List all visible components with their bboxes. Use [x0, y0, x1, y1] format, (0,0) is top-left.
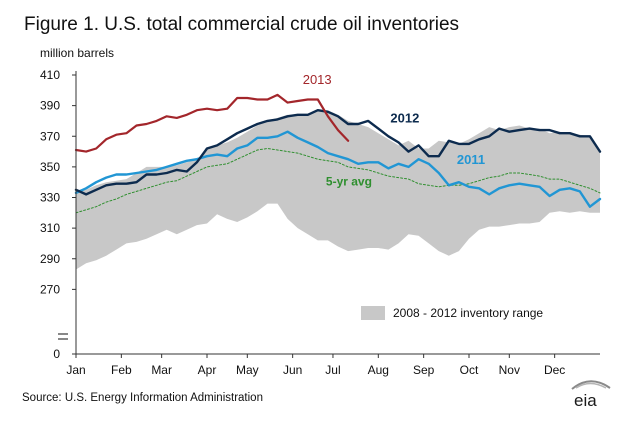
- eia-logo: eia: [571, 380, 611, 410]
- source-note: Source: U.S. Energy Information Administ…: [22, 392, 263, 404]
- x-tick-label: Aug: [368, 363, 389, 377]
- x-tick-label: May: [236, 363, 259, 377]
- x-tick-label: Nov: [499, 363, 520, 377]
- series-label-2012: 2012: [390, 110, 419, 125]
- x-tick-label: Jul: [325, 363, 340, 377]
- svg-text:eia: eia: [574, 391, 597, 410]
- series-label-2013: 2013: [303, 72, 332, 87]
- x-tick-label: Jan: [66, 363, 85, 377]
- x-tick-label: Mar: [151, 363, 172, 377]
- y-tick-label: 390: [40, 99, 60, 113]
- x-tick-label: Feb: [111, 363, 132, 377]
- series-layer: [74, 93, 602, 214]
- legend: 2008 - 2012 inventory range: [361, 306, 543, 320]
- y-tick-label: 370: [40, 129, 60, 143]
- y-axis-units: million barrels: [40, 46, 115, 60]
- y-tick-label: 270: [40, 282, 60, 296]
- series-label-5-yr-avg: 5-yr avg: [326, 174, 372, 188]
- range-band-layer: [76, 110, 600, 270]
- axis-layer: 0 270 290 310 330 350 370 390 410 Jan Feb Mar Apr May…: [40, 68, 600, 377]
- y-tick-label: 410: [40, 68, 60, 82]
- series-line-2011: [74, 130, 602, 208]
- series-line-5-yr-avg: [75, 148, 601, 214]
- y-tick-label: 350: [40, 160, 60, 174]
- y-tick-label: 310: [40, 221, 60, 235]
- x-tick-label: Jun: [283, 363, 302, 377]
- series-line-2013: [74, 93, 350, 153]
- x-tick-label: Dec: [544, 363, 565, 377]
- range-band: [76, 110, 600, 270]
- x-tick-label: Sep: [413, 363, 435, 377]
- y-tick-label: 290: [40, 252, 60, 266]
- x-tick-label: Apr: [198, 363, 217, 377]
- annotation-layer: 2013 2012 2011 5-yr avg: [303, 72, 485, 188]
- series-label-2011: 2011: [457, 152, 485, 167]
- chart-title: Figure 1. U.S. total commercial crude oi…: [24, 14, 460, 35]
- series-line-2012: [74, 108, 602, 196]
- y-tick-label: 0: [53, 347, 60, 361]
- legend-swatch-range: [361, 306, 385, 320]
- y-tick-label: 330: [40, 191, 60, 205]
- legend-label-range: 2008 - 2012 inventory range: [393, 306, 543, 320]
- x-tick-label: Oct: [460, 363, 479, 377]
